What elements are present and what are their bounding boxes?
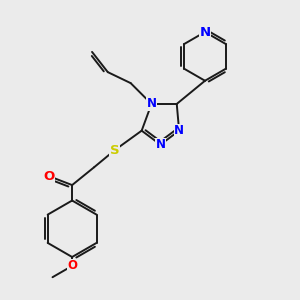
Text: N: N	[200, 26, 211, 38]
Text: N: N	[146, 98, 157, 110]
Text: O: O	[67, 260, 77, 272]
Text: O: O	[43, 170, 55, 183]
Text: N: N	[174, 124, 184, 137]
Text: N: N	[155, 138, 165, 151]
Text: S: S	[110, 143, 120, 157]
